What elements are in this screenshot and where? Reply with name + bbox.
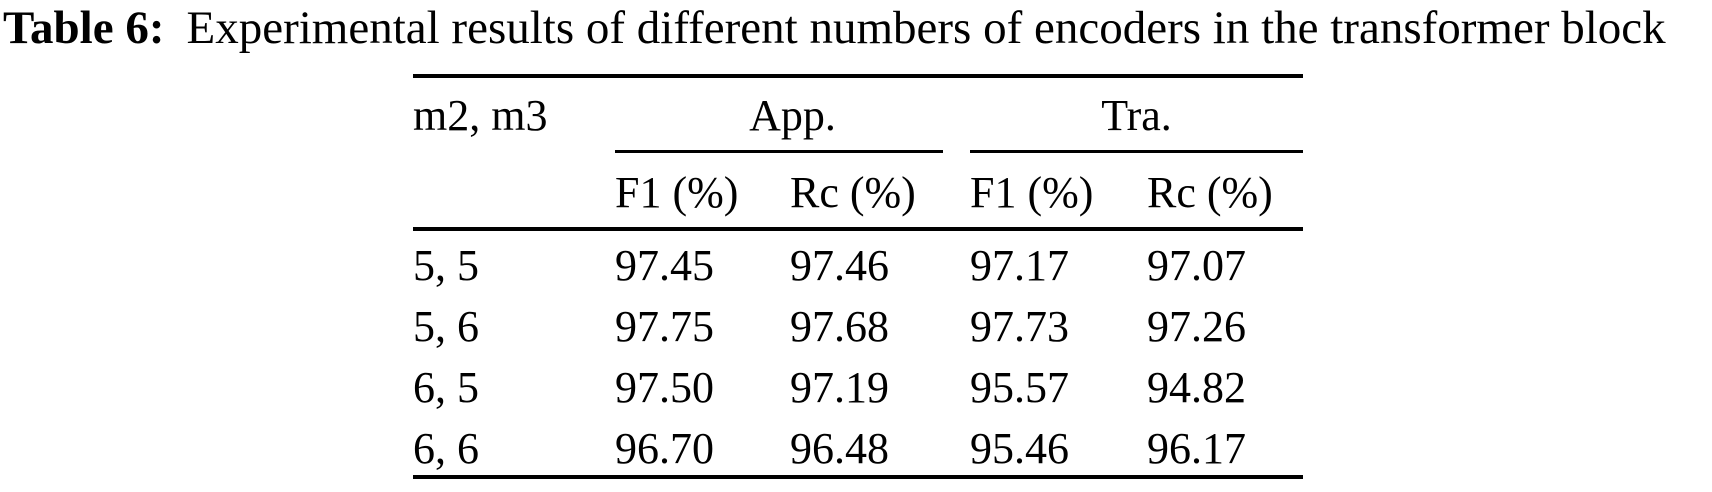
table-cell: 97.17 bbox=[970, 240, 1069, 290]
table-cell: 95.57 bbox=[970, 362, 1069, 412]
group-header-app: App. bbox=[749, 91, 836, 140]
row-header: 5, 5 bbox=[413, 240, 479, 290]
table-bottom-rule bbox=[413, 475, 1303, 479]
table-cell: 97.73 bbox=[970, 301, 1069, 351]
group-header-tra: Tra. bbox=[1101, 91, 1172, 140]
corner-header: m2, m3 bbox=[413, 91, 548, 140]
table-cell: 97.68 bbox=[790, 301, 889, 351]
cmidrule-tra bbox=[970, 150, 1303, 153]
table-caption-text: Experimental results of different number… bbox=[186, 2, 1666, 54]
table-cell: 96.70 bbox=[615, 423, 714, 473]
table-cell: 97.46 bbox=[790, 240, 889, 290]
table-cell: 97.07 bbox=[1147, 240, 1246, 290]
subheader-tra-f1: F1 (%) bbox=[970, 168, 1094, 217]
row-header: 5, 6 bbox=[413, 301, 479, 351]
table-cell: 95.46 bbox=[970, 423, 1069, 473]
row-header: 6, 6 bbox=[413, 423, 479, 473]
table-caption: Table 6: Experimental results of differe… bbox=[3, 0, 1666, 57]
subheader-app-f1: F1 (%) bbox=[615, 168, 739, 217]
subheader-app-rc: Rc (%) bbox=[790, 168, 916, 217]
table-cell: 96.48 bbox=[790, 423, 889, 473]
table-cell: 97.19 bbox=[790, 362, 889, 412]
table-caption-label: Table 6: bbox=[3, 2, 165, 54]
table-cell: 97.26 bbox=[1147, 301, 1246, 351]
table-cell: 94.82 bbox=[1147, 362, 1246, 412]
table-top-rule bbox=[413, 74, 1303, 78]
table-cell: 97.75 bbox=[615, 301, 714, 351]
results-table: m2, m3 App. Tra. F1 (%) Rc (%) F1 (%) Rc… bbox=[413, 74, 1303, 479]
subheader-tra-rc: Rc (%) bbox=[1147, 168, 1273, 217]
table-cell: 97.45 bbox=[615, 240, 714, 290]
table-cell: 96.17 bbox=[1147, 423, 1246, 473]
table-cell: 97.50 bbox=[615, 362, 714, 412]
cmidrule-app bbox=[615, 150, 943, 153]
table-mid-rule bbox=[413, 227, 1303, 231]
row-header: 6, 5 bbox=[413, 362, 479, 412]
